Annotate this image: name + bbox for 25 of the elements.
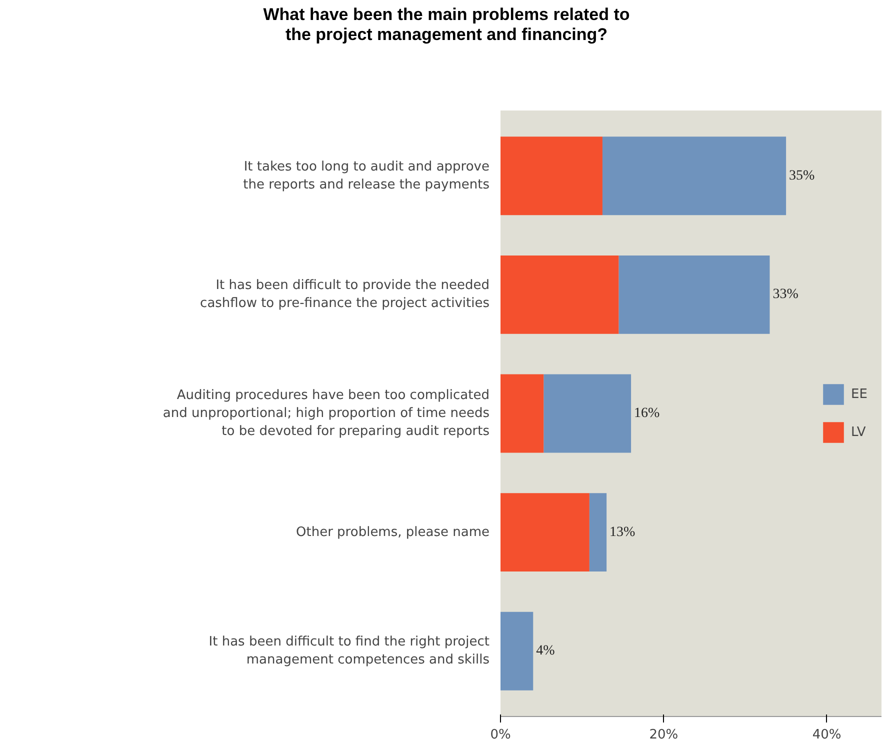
y-tick-label: It has been difficult to find the right project management competences and skills <box>208 634 490 668</box>
bar <box>544 374 632 453</box>
y-tick-label: Other problems, please name <box>296 524 490 540</box>
y-tick-label: It has been difficult to provide the needed cashflow to pre-finance the project activities <box>200 278 490 312</box>
total-label: 33% <box>772 287 799 302</box>
legend-label: EE <box>851 386 868 402</box>
chart-title: What have been the main problems related to the project management and financing? <box>262 5 631 45</box>
total-label: 13% <box>610 524 636 540</box>
bar <box>589 493 607 572</box>
x-tick-label: 0% <box>490 728 511 742</box>
bar <box>500 612 534 690</box>
bar <box>602 136 786 216</box>
y-tick-label: Auditing procedures have been too complicated and unproportional; high proportion of time needs to be devoted for preparing audit reports <box>162 388 490 439</box>
bar <box>500 255 619 334</box>
total-label: 35% <box>789 168 816 184</box>
y-tick-label: It takes too long to audit and approve the reports and release the payments <box>243 159 490 192</box>
total-label: 16% <box>634 406 660 421</box>
bar <box>500 136 602 216</box>
bar <box>500 374 544 453</box>
bar <box>618 255 770 334</box>
x-tick-label: 20% <box>649 728 678 742</box>
total-label: 4% <box>536 644 556 659</box>
legend-label: LV <box>851 424 867 440</box>
bar <box>500 493 590 572</box>
x-tick-label: 40% <box>812 728 842 742</box>
